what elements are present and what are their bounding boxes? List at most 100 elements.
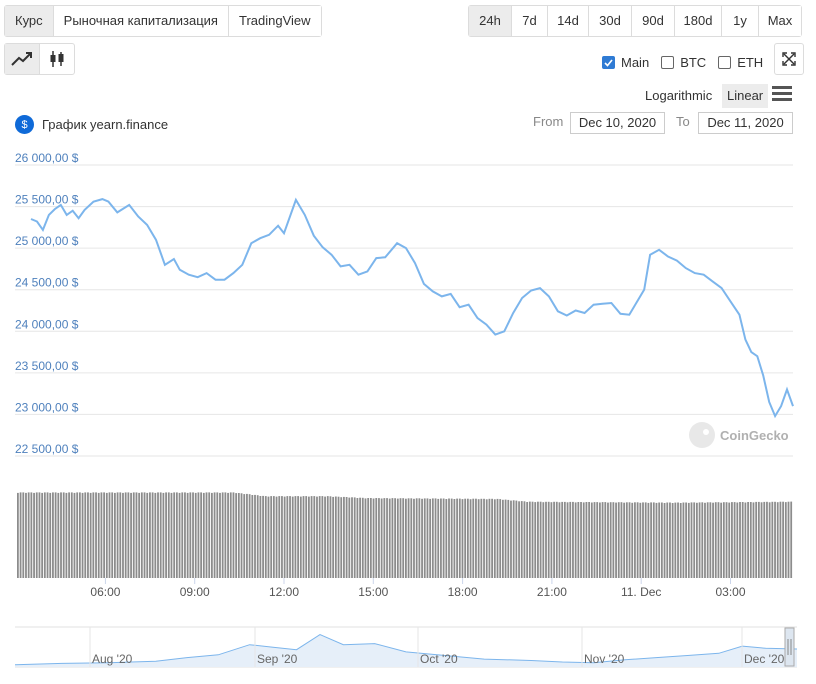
candlestick-icon [50, 51, 64, 67]
time-range-selector: 24h 7d 14d 30d 90d 180d 1y Max [468, 5, 802, 37]
volume-bar [577, 502, 580, 578]
volume-bar [453, 499, 456, 578]
range-7d-button[interactable]: 7d [512, 6, 548, 36]
volume-bar [68, 492, 70, 578]
volume-bar [784, 502, 787, 578]
volume-bar [642, 502, 644, 578]
volume-bar [340, 497, 343, 578]
volume-bar [429, 498, 432, 578]
volume-bar [752, 502, 755, 578]
volume-bar [321, 496, 324, 578]
candlestick-chart-button[interactable] [40, 44, 74, 74]
navigator-range-handle [784, 627, 795, 667]
volume-bar [547, 501, 550, 578]
from-date-input[interactable]: Dec 10, 2020 [570, 112, 665, 134]
volume-bar [469, 499, 472, 578]
volume-bar [456, 498, 458, 578]
volume-bar [367, 498, 370, 578]
volume-bar [741, 502, 744, 578]
range-30d-button[interactable]: 30d [589, 6, 632, 36]
volume-bar [736, 502, 739, 578]
volume-bar [105, 492, 108, 578]
x-tick-label: 09:00 [180, 585, 210, 599]
btc-checkbox[interactable]: BTC [661, 55, 706, 70]
volume-bar [262, 495, 264, 578]
volume-bar [305, 496, 308, 578]
range-180d-button[interactable]: 180d [675, 6, 722, 36]
volume-bar [127, 492, 130, 578]
volume-bar [30, 492, 33, 578]
volume-bar [574, 502, 577, 578]
volume-bar [240, 493, 243, 578]
volume-bar [440, 498, 442, 578]
tab-tradingview[interactable]: TradingView [228, 6, 321, 36]
y-tick-label: 24 500,00 $ [15, 276, 79, 290]
chart-menu-button[interactable] [772, 86, 792, 102]
navigator-label: Nov '20 [584, 652, 625, 666]
fullscreen-button[interactable] [774, 43, 804, 75]
volume-bar [200, 492, 203, 578]
volume-bar [731, 502, 733, 578]
volume-bar [590, 502, 593, 578]
volume-bar [375, 498, 378, 578]
volume-bar [499, 499, 502, 578]
volume-bar [682, 502, 685, 578]
trend-line-icon [11, 52, 32, 66]
hamburger-icon-bar [772, 98, 792, 101]
range-14d-button[interactable]: 14d [548, 6, 589, 36]
volume-bar [604, 502, 607, 578]
volume-bar [388, 498, 391, 578]
volume-bar [485, 499, 488, 578]
tab-price[interactable]: Курс [5, 6, 54, 36]
volume-bar [580, 502, 582, 578]
volume-bar [776, 502, 779, 578]
linear-scale-button[interactable]: Linear [722, 84, 769, 108]
volume-bar [19, 492, 22, 578]
range-24h-button[interactable]: 24h [469, 6, 512, 36]
hamburger-icon-bar [772, 92, 792, 95]
volume-bar [84, 492, 87, 578]
volume-bar [216, 492, 219, 578]
from-label: From [533, 114, 564, 129]
volume-bar [466, 498, 469, 578]
price-chart[interactable]: 26 000,00 $ 25 500,00 $ 25 000,00 $ 24 500,… [0, 140, 816, 680]
line-chart-button[interactable] [5, 44, 40, 74]
volume-bar [687, 502, 690, 578]
volume-bar [114, 492, 116, 578]
volume-bar [318, 496, 321, 578]
volume-bar [566, 502, 569, 578]
volume-bar [108, 492, 111, 578]
unchecked-icon [661, 56, 675, 69]
volume-bar [418, 498, 421, 578]
volume-bar [219, 492, 221, 578]
volume-bar [596, 502, 599, 578]
volume-bar [528, 501, 531, 578]
eth-checkbox[interactable]: ETH [718, 55, 763, 70]
volume-bar [364, 498, 367, 578]
volume-bar [353, 497, 356, 578]
volume-bar [60, 492, 62, 578]
logarithmic-scale-button[interactable]: Logarithmic [645, 88, 713, 103]
volume-bar [194, 492, 197, 578]
x-tick-label: 21:00 [537, 585, 567, 599]
main-checkbox[interactable]: Main [602, 55, 649, 70]
checked-icon [602, 56, 615, 69]
volume-bar [757, 501, 760, 578]
volume-bar [170, 492, 173, 578]
volume-bar [550, 502, 553, 578]
range-1y-button[interactable]: 1y [722, 6, 759, 36]
volume-bar [197, 492, 200, 578]
volume-bar [445, 499, 448, 578]
volume-bar [345, 497, 348, 578]
volume-bar [89, 492, 92, 578]
volume-bar [572, 501, 574, 578]
navigator-label: Dec '20 [744, 652, 785, 666]
volume-bar [369, 498, 372, 578]
volume-bar [65, 492, 68, 578]
volume-bar [122, 492, 124, 578]
range-max-button[interactable]: Max [759, 6, 801, 36]
tab-market-cap[interactable]: Рыночная капитализация [53, 6, 229, 36]
to-date-input[interactable]: Dec 11, 2020 [698, 112, 793, 134]
range-90d-button[interactable]: 90d [632, 6, 675, 36]
volume-bar [302, 496, 305, 578]
